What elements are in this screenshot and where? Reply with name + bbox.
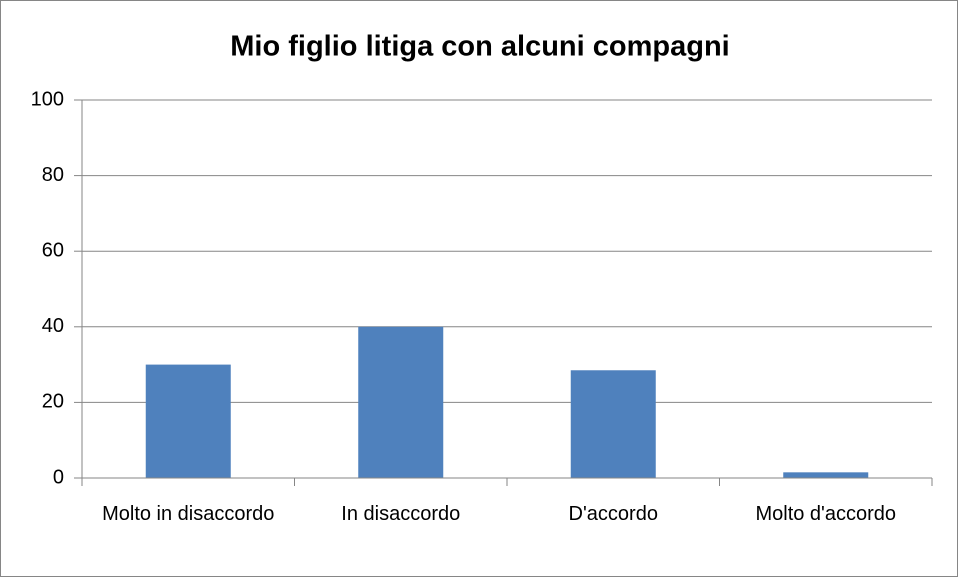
y-tick-label: 100 [31,88,64,110]
y-tick-label: 0 [53,466,64,488]
x-tick-label: Molto d'accordo [755,503,897,525]
x-tick-label: D'accordo [568,503,658,525]
bar [145,364,231,478]
bar [570,370,656,478]
bar [358,326,444,478]
bar [783,472,869,478]
y-tick-label: 40 [42,315,64,337]
x-tick-label: Molto in disaccordo [102,503,275,525]
y-tick-label: 60 [42,239,64,261]
x-tick-label: In disaccordo [341,503,461,525]
y-tick-label: 80 [42,164,64,186]
chart-title: Mio figlio litiga con alcuni compagni [230,31,729,63]
y-tick-label: 20 [42,391,64,413]
